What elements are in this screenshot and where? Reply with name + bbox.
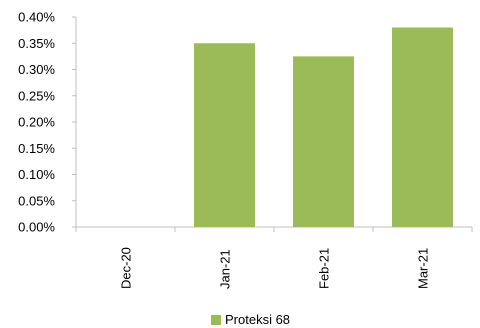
bar-mar-21 <box>392 27 453 227</box>
legend-swatch <box>211 314 221 325</box>
x-tick-label: Dec-20 <box>119 247 134 289</box>
y-tick-label: 0.40% <box>18 10 55 25</box>
y-tick-label: 0.05% <box>18 193 55 208</box>
bar-jan-21 <box>194 43 255 227</box>
legend: Proteksi 68 <box>211 312 290 327</box>
y-tick-label: 0.20% <box>18 115 55 130</box>
x-tick-label: Feb-21 <box>317 248 332 289</box>
y-tick-label: 0.10% <box>18 167 55 182</box>
y-tick-label: 0.00% <box>18 220 55 235</box>
legend-label: Proteksi 68 <box>225 312 291 327</box>
y-tick-label: 0.15% <box>18 141 55 156</box>
y-tick-label: 0.35% <box>18 36 55 51</box>
x-tick-label: Mar-21 <box>416 248 431 289</box>
y-tick-label: 0.30% <box>18 62 55 77</box>
y-tick-label: 0.25% <box>18 88 55 103</box>
bar-feb-21 <box>293 56 354 227</box>
x-tick-label: Jan-21 <box>218 249 233 289</box>
